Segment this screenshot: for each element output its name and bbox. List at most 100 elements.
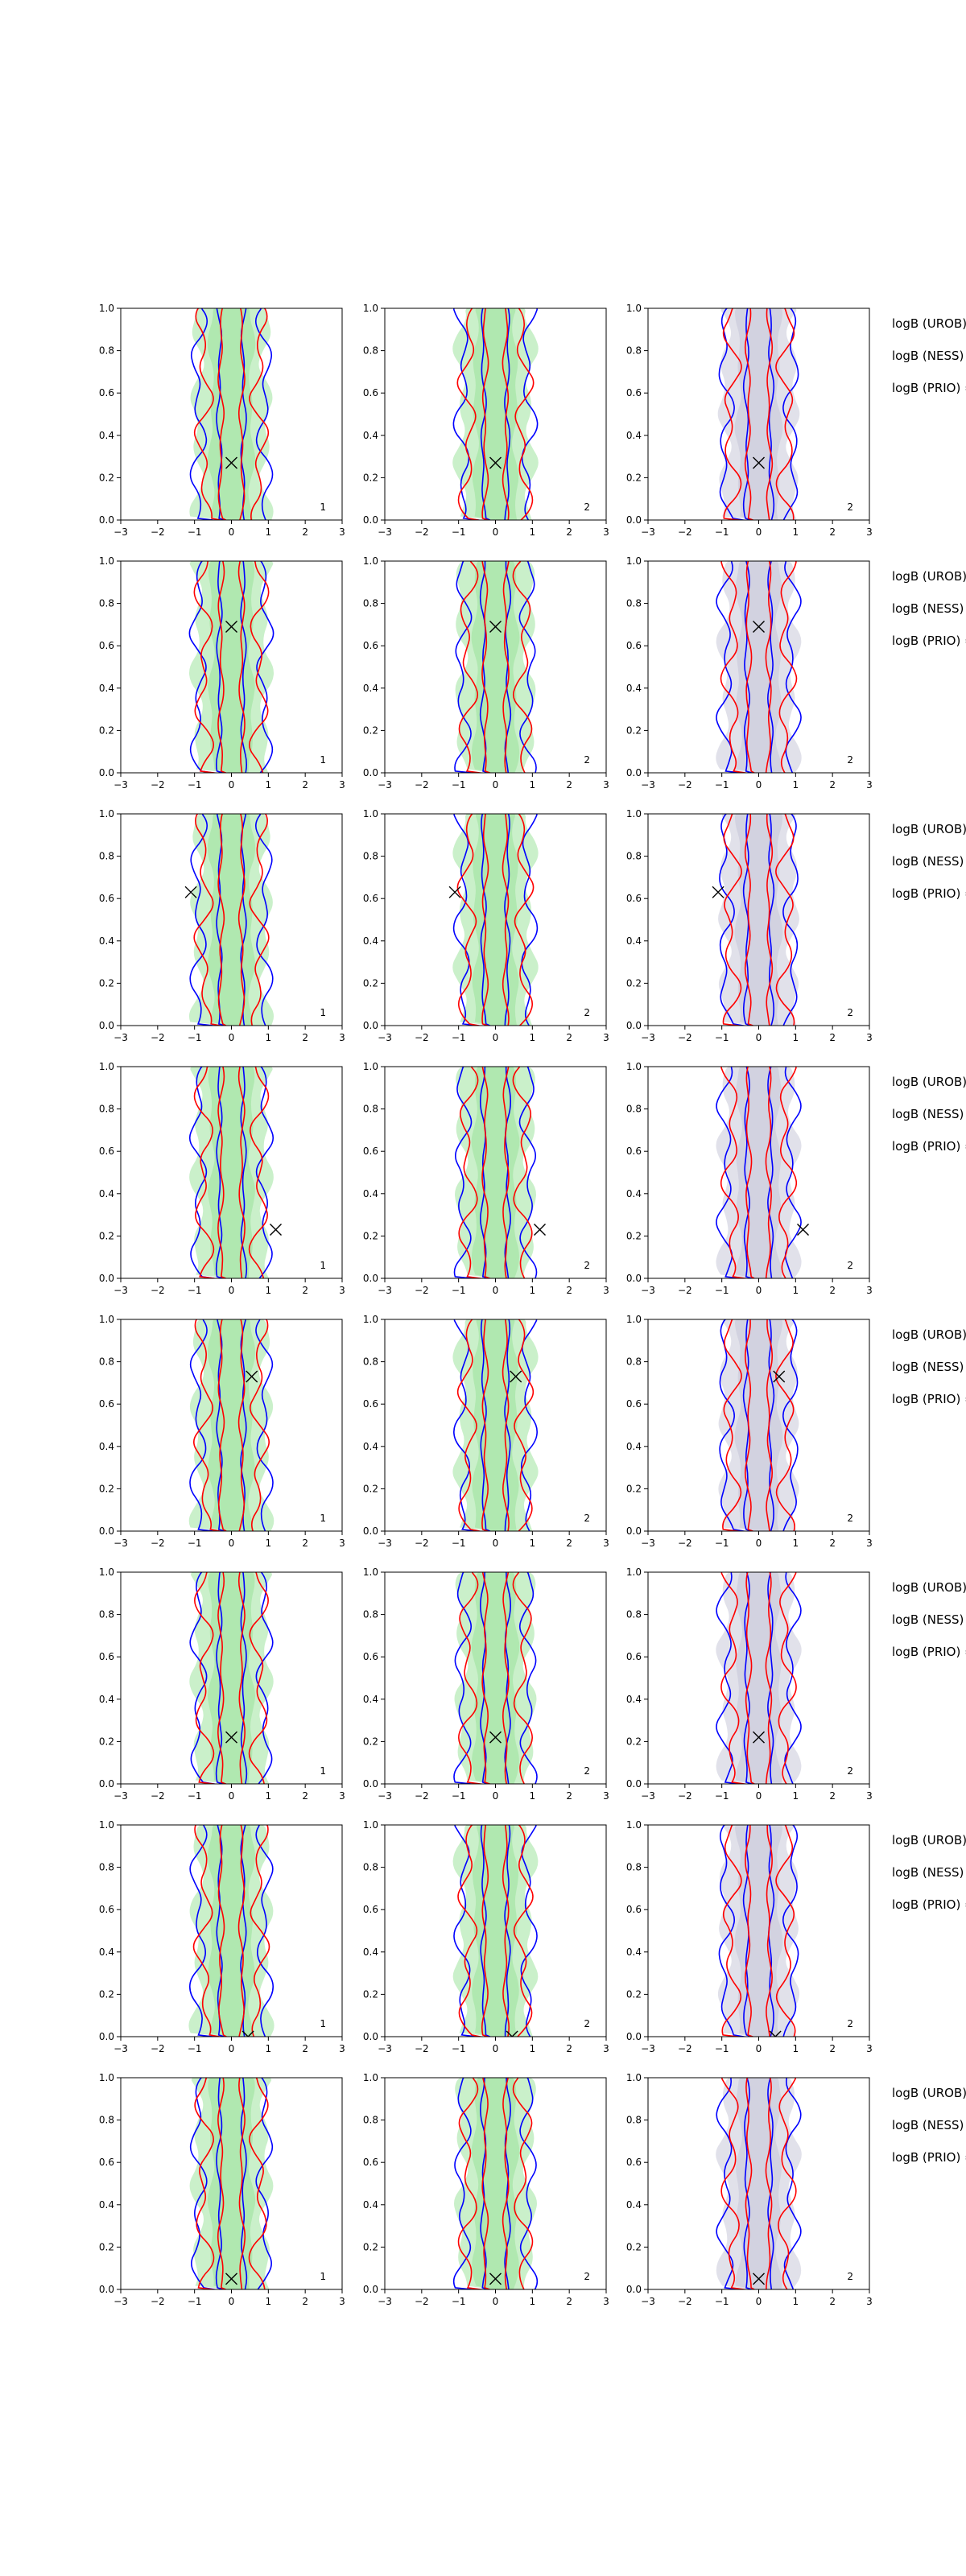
y-tick-label: 1.0 (99, 303, 114, 314)
density-fill-inner (735, 2078, 782, 2289)
contour-blue-outer (454, 561, 537, 773)
x-tick-label: 1 (530, 1032, 536, 1043)
contour-red-inner (217, 2078, 246, 2289)
y-tick-label: 0.0 (363, 1273, 378, 1284)
true-value-marker (242, 2030, 254, 2037)
subplot-r6-c1: −3 −2 −1 0 1 2 3 0.0 0.2 0.4 0.6 0.8 1.0 1 (99, 1567, 345, 1802)
contour-red-outer (457, 2078, 534, 2289)
true-value-marker (246, 1370, 258, 1383)
side-label: logB (NESS) = (892, 1612, 966, 1627)
x-tick-label: −1 (715, 1538, 729, 1549)
x-tick-label: 0 (229, 1032, 235, 1043)
density-fill-inner (472, 814, 519, 1026)
x-tick-label: 0 (229, 526, 235, 538)
x-tick-label: 1 (266, 2043, 272, 2054)
contour-blue-inner (743, 2078, 774, 2289)
x-tick-label: 1 (793, 2043, 799, 2054)
true-value-marker (534, 1224, 546, 1236)
y-tick-label: 0.2 (99, 472, 114, 483)
x-tick-label: 2 (302, 1032, 308, 1043)
true-value-marker (489, 621, 502, 634)
x-tick-label: 3 (866, 2043, 873, 2054)
true-value-marker (184, 886, 197, 898)
y-tick-label: 0.0 (363, 2031, 378, 2042)
side-label: logB (NESS) = (892, 854, 966, 869)
y-tick-label: 0.4 (626, 1188, 642, 1199)
x-tick-label: 1 (266, 526, 272, 538)
subplot-r5-c1: −3 −2 −1 0 1 2 3 0.0 0.2 0.4 0.6 0.8 1.0 1 (99, 1314, 345, 1549)
x-tick-label: 0 (493, 2043, 499, 2054)
contour-red-outer (192, 1825, 270, 2037)
density-fill-inner (472, 1319, 519, 1531)
side-label: logB (NESS) = (892, 1865, 966, 1880)
x-tick-label: −1 (452, 2296, 466, 2307)
contour-blue-outer (719, 1319, 799, 1531)
density-fill-inner (208, 1825, 255, 2037)
panel-label: 2 (847, 2018, 853, 2029)
x-tick-label: −3 (641, 526, 655, 538)
x-tick-label: 2 (302, 779, 308, 791)
contour-blue-outer (453, 1067, 538, 1278)
density-fill-inner (734, 814, 783, 1026)
y-tick-label: 0.6 (626, 1146, 642, 1157)
x-tick-label: −2 (415, 526, 429, 538)
x-tick-label: 1 (266, 1790, 272, 1802)
y-tick-label: 0.2 (99, 977, 114, 989)
x-tick-label: 0 (229, 1790, 235, 1802)
side-label: logB (PRIO) = (892, 2150, 966, 2165)
panel-label: 1 (320, 1260, 326, 1271)
panel-label: 1 (320, 2271, 326, 2282)
x-tick-label: 3 (866, 1790, 873, 1802)
subplot-r7-c2: −3 −2 −1 0 1 2 3 0.0 0.2 0.4 0.6 0.8 1.0 2 (363, 1819, 609, 2054)
y-tick-label: 0.0 (626, 1273, 642, 1284)
x-tick-label: −2 (415, 2043, 429, 2054)
y-tick-label: 0.4 (363, 935, 378, 947)
x-tick-label: 2 (829, 779, 836, 791)
x-tick-label: 2 (302, 1538, 308, 1549)
x-tick-label: −1 (715, 779, 729, 791)
y-tick-label: 1.0 (626, 1819, 642, 1831)
contour-red-inner (745, 1067, 772, 1278)
true-value-marker (489, 2273, 502, 2285)
x-tick-label: −1 (715, 1790, 729, 1802)
panel-label: 2 (584, 1765, 590, 1777)
true-value-marker (753, 2273, 765, 2285)
plot-area (716, 1067, 809, 1278)
panel-label: 1 (320, 1007, 326, 1018)
true-value-marker (225, 456, 237, 469)
y-tick-label: 0.8 (363, 598, 378, 609)
contour-blue-inner (480, 814, 511, 1026)
x-tick-label: 0 (756, 1032, 762, 1043)
y-tick-label: 0.8 (99, 851, 114, 862)
y-tick-label: 1.0 (99, 2072, 114, 2083)
y-tick-label: 0.8 (626, 1356, 642, 1368)
side-label: logB (PRIO) = (892, 886, 966, 901)
contour-blue-outer (188, 561, 275, 773)
plot-area (448, 814, 539, 1026)
plot-area (454, 561, 537, 773)
x-tick-label: −3 (114, 1032, 128, 1043)
panel-label: 2 (584, 2018, 590, 2029)
plot-area (718, 1319, 799, 1531)
x-tick-label: −2 (678, 526, 692, 538)
panel-label: 2 (584, 1513, 590, 1524)
x-tick-label: 1 (530, 1285, 536, 1296)
x-tick-label: 3 (866, 2296, 873, 2307)
y-tick-label: 0.4 (99, 935, 114, 947)
y-tick-label: 0.4 (99, 1441, 114, 1452)
x-tick-label: 2 (566, 2043, 572, 2054)
plot-area (452, 1825, 539, 2037)
x-tick-label: 1 (793, 779, 799, 791)
contour-red-inner (481, 1572, 510, 1784)
x-tick-label: 1 (266, 1032, 272, 1043)
x-tick-label: 3 (339, 1285, 345, 1296)
panel-label: 2 (847, 1007, 853, 1018)
contour-red-inner (745, 2078, 773, 2289)
contour-blue-outer (718, 308, 799, 520)
x-tick-label: −3 (378, 1032, 392, 1043)
panel-label: 2 (847, 2271, 853, 2282)
x-tick-label: −3 (114, 2043, 128, 2054)
y-tick-label: 0.8 (363, 851, 378, 862)
x-tick-label: −1 (188, 2296, 202, 2307)
y-tick-label: 0.8 (626, 1609, 642, 1620)
